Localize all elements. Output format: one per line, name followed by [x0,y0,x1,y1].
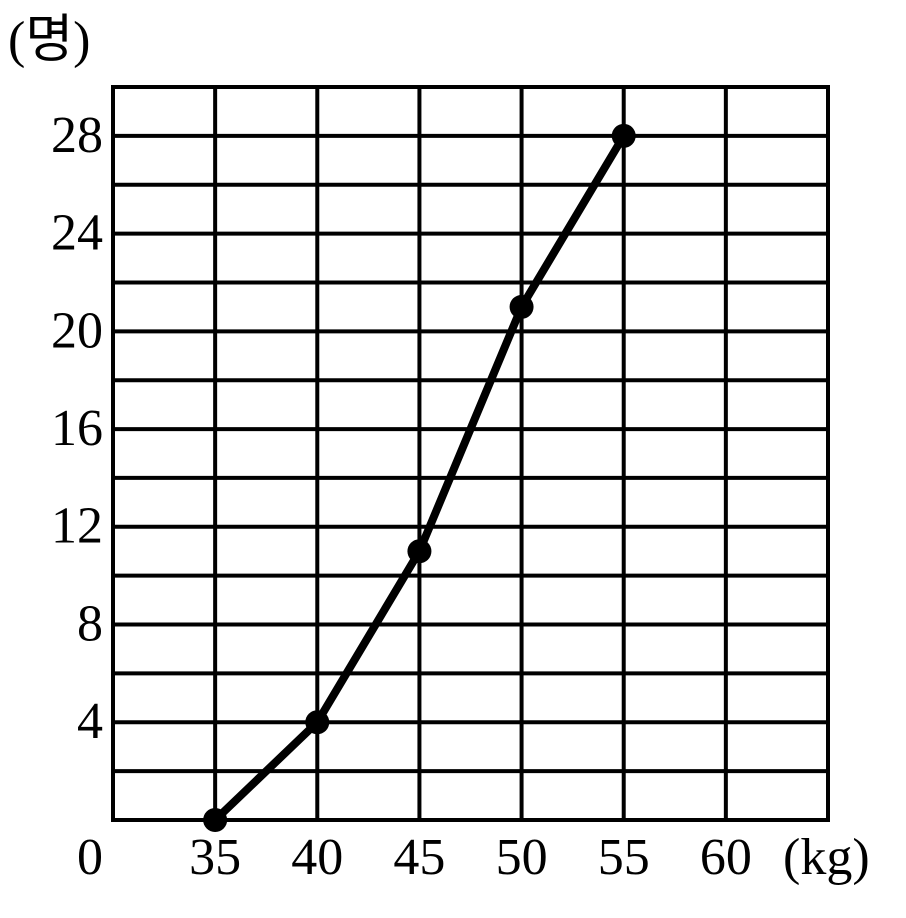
y-tick-label: 12 [51,498,103,555]
x-tick-label: 45 [393,829,445,886]
x-tick-label: 60 [700,829,752,886]
x-tick-label: 40 [291,829,343,886]
x-tick-label: 50 [496,829,548,886]
point [407,539,432,564]
point [611,123,636,148]
point [203,808,228,832]
x-tick-label: 35 [189,829,241,886]
x-tick-label: 55 [598,829,650,886]
y-tick-label: 24 [51,205,103,262]
y-tick-label: 20 [51,302,103,359]
origin-label: 0 [77,829,103,886]
x-axis-label: (kg) [783,829,870,886]
y-tick-label: 16 [51,400,103,457]
y-tick-label: 4 [77,693,103,750]
y-axis-label: (명) [8,12,90,69]
point [305,710,330,735]
point [509,294,534,319]
y-tick-label: 8 [77,595,103,652]
y-tick-label: 28 [51,107,103,164]
